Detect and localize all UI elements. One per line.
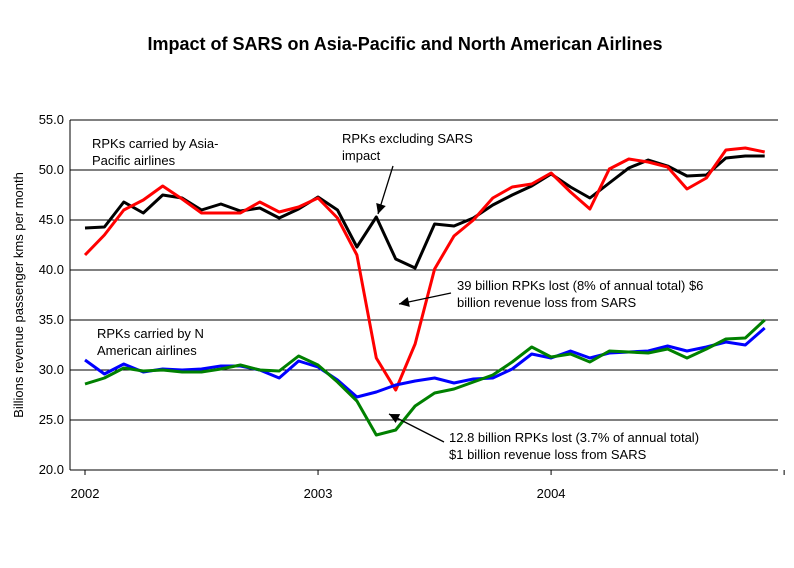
annotation-asia-loss-line: 39 billion RPKs lost (8% of annual total… <box>457 278 703 293</box>
annotation-na-loss-line: $1 billion revenue loss from SARS <box>449 447 647 462</box>
asia-pacific-line <box>83 146 766 392</box>
arrow-excluding-sars <box>376 165 394 215</box>
annotation-north-american-line: American airlines <box>97 343 197 358</box>
annotation-asia-loss: 39 billion RPKs lost (8% of annual total… <box>457 278 703 310</box>
arrow-head <box>376 202 386 214</box>
arrow-na-loss <box>388 413 445 443</box>
annotation-asia-pacific-line: Pacific airlines <box>92 153 176 168</box>
y-tick-label: 20.0 <box>39 462 64 477</box>
x-tick-label: 2003 <box>304 486 333 501</box>
x-tick-label: 2002 <box>71 486 100 501</box>
arrow-head <box>399 297 410 307</box>
annotation-asia-pacific-line: RPKs carried by Asia- <box>92 136 218 151</box>
chart-title: Impact of SARS on Asia-Pacific and North… <box>147 34 662 54</box>
y-tick-label: 50.0 <box>39 162 64 177</box>
y-axis-label: Billions revenue passenger kms per month <box>11 172 26 418</box>
y-tick-label: 40.0 <box>39 262 64 277</box>
annotation-north-american: RPKs carried by N American airlines <box>97 326 204 358</box>
axes: 20.0 25.0 30.0 35.0 40.0 45.0 50.0 55.0 2002 2003… <box>39 112 785 501</box>
annotation-north-american-line: RPKs carried by N <box>97 326 204 341</box>
annotation-excluding-sars-line: RPKs excluding SARS <box>342 131 473 146</box>
arrow-asia-loss <box>398 292 452 307</box>
annotation-na-loss: 12.8 billion RPKs lost (3.7% of annual t… <box>449 430 699 462</box>
annotation-na-loss-line: 12.8 billion RPKs lost (3.7% of annual t… <box>449 430 699 445</box>
x-tick-label: 2004 <box>537 486 566 501</box>
annotations: RPKs carried by Asia-Pacific airlinesRPK… <box>92 131 703 462</box>
annotation-excluding-sars: RPKs excluding SARS impact <box>342 131 473 163</box>
arrow-shaft <box>388 413 445 443</box>
asia-pacific-excl-sars-line <box>84 154 765 270</box>
y-tick-label: 45.0 <box>39 212 64 227</box>
series-lines <box>83 146 766 437</box>
annotation-asia-loss-line: billion revenue loss from SARS <box>457 295 637 310</box>
y-tick-label: 55.0 <box>39 112 64 127</box>
arrow-head <box>389 414 401 423</box>
y-tick-label: 35.0 <box>39 312 64 327</box>
north-american-line-blue <box>84 326 766 399</box>
north-american-line-green <box>84 318 766 437</box>
y-tick-label: 25.0 <box>39 412 64 427</box>
annotation-excluding-sars-line: impact <box>342 148 381 163</box>
y-tick-label: 30.0 <box>39 362 64 377</box>
annotation-asia-pacific: RPKs carried by Asia- Pacific airlines <box>92 136 218 168</box>
